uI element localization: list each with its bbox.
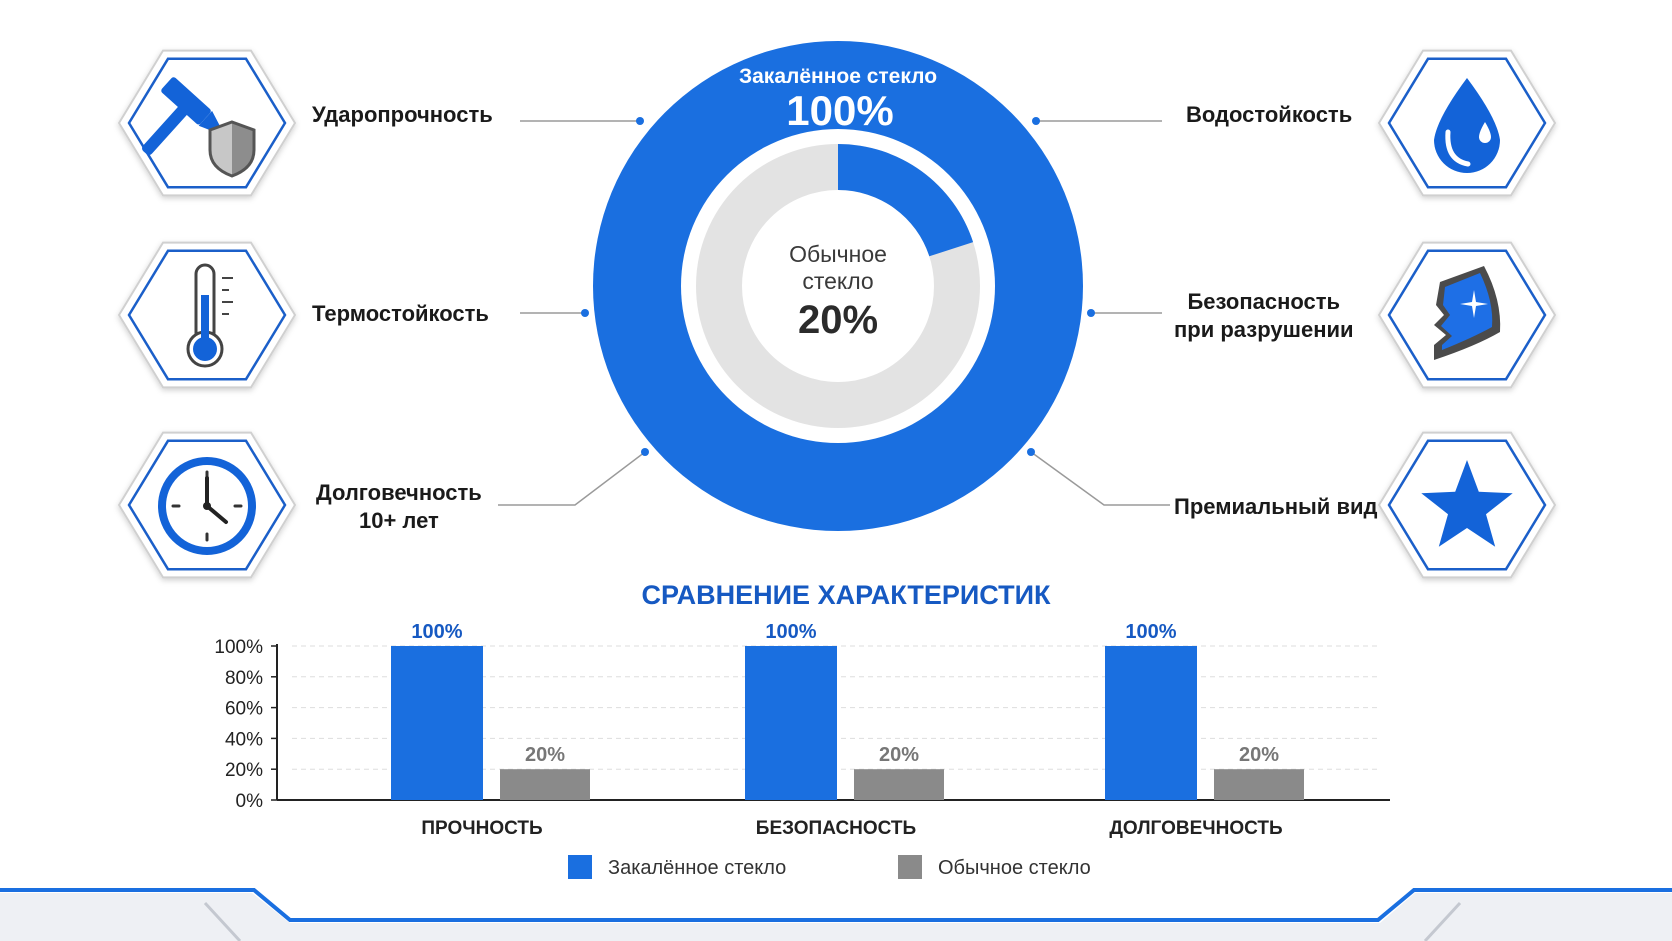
feature-label-heat: Термостойкость [312,301,489,326]
chart-title: СРАВНЕНИЕ ХАРАКТЕРИСТИК [642,580,1051,610]
bar-data-label: 100% [765,621,816,643]
bar-data-label: 20% [1239,744,1279,766]
donut-inner-label-1: Обычное [789,241,887,267]
connector-durability [498,451,646,506]
bar-data-label: 20% [525,744,565,766]
bar [745,646,837,800]
donut-inner-label-2: стекло [802,268,873,294]
bar [500,769,590,800]
y-tick-label: 0% [236,791,264,812]
hexagon-left-1 [117,49,297,197]
bar-data-label: 100% [411,621,462,643]
bar-data-label: 20% [879,744,919,766]
glass-shard-icon [1434,266,1501,360]
hexagon-right-2 [1377,241,1557,389]
legend-swatch [568,855,592,879]
hexagon-right-3 [1377,431,1557,579]
x-tick-label: ПРОЧНОСТЬ [421,818,542,839]
connector-premium [1030,451,1170,506]
bar [1214,769,1304,800]
legend-swatch [898,855,922,879]
y-tick-label: 80% [225,668,263,689]
x-tick-label: ДОЛГОВЕЧНОСТЬ [1109,818,1282,839]
bar-data-label: 100% [1125,621,1176,643]
y-tick-label: 100% [214,637,263,658]
x-tick-label: БЕЗОПАСНОСТЬ [756,818,916,839]
bar [1105,646,1197,800]
hexagon-left-2 [117,241,297,389]
bar [391,646,483,800]
y-tick-label: 60% [225,699,263,720]
donut-chart: Закалённое стекло 100% Обычное стекло 20… [593,41,1083,531]
hexagon-left-3 [117,431,297,579]
bar-chart: 0% 20% 40% 60% 80% 100% 100% 20% ПРОЧНОСТЬ 100% 20… [214,621,1390,879]
water-drop-icon [1434,78,1500,173]
hammer-shield-icon [142,77,256,178]
legend-label: Закалённое стекло [608,857,786,879]
footer-decoration [0,888,1672,941]
feature-label-water: Водостойкость [1186,102,1353,127]
feature-label-safety: Безопасность при разрушении [1174,289,1354,342]
feature-label-premium: Премиальный вид [1174,494,1378,519]
clock-icon [158,457,256,555]
feature-label-durability: Долговечность 10+ лет [316,480,482,533]
y-tick-label: 20% [225,760,263,781]
donut-outer-label: Закалённое стекло [739,65,937,88]
donut-outer-value: 100% [786,87,893,134]
donut-inner-arc [838,144,974,257]
donut-inner-value: 20% [798,298,878,342]
bar [854,769,944,800]
y-tick-label: 40% [225,729,263,750]
connector-dots [581,117,1095,456]
star-icon [1421,460,1513,547]
legend-label: Обычное стекло [938,857,1091,879]
thermometer-icon [186,263,233,368]
hexagon-right-1 [1377,49,1557,197]
feature-label-impact: Ударопрочность [312,102,493,127]
connector-lines [498,120,1170,506]
